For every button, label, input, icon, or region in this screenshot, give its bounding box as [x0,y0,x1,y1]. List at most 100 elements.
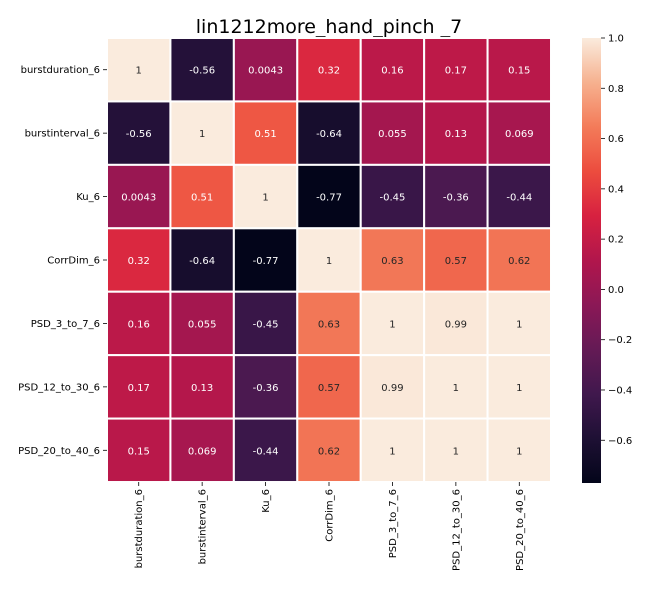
colorbar-tick-label: 0.2 [608,235,624,246]
heatmap-cell [359,417,426,484]
heatmap-cell [232,163,299,230]
cell-value-label: 0.15 [128,446,150,457]
cell-value-label: 0.069 [188,446,217,457]
heatmap-cell [486,163,553,230]
cell-value-label: 1 [326,256,332,267]
cell-value-label: 1 [453,446,459,457]
cell-value-label: -0.44 [506,193,532,204]
cell-value-label: 1 [389,319,395,330]
row-tick-label: Ku_6 [76,192,100,203]
cell-value-label: -0.44 [253,446,279,457]
heatmap-cell [423,37,489,103]
row-tick-label: burstduration_6 [21,65,100,76]
cell-value-label: 0.62 [508,256,530,267]
cell-value-label: 1 [262,193,268,204]
heatmap-cell [169,37,235,103]
heatmap-cell [106,290,172,357]
heatmap-cell [232,100,299,166]
cell-value-label: 0.15 [508,66,530,77]
cell-value-label: 0.0043 [121,193,156,204]
column-tick-label: PSD_3_to_7_6 [388,489,399,558]
row-tick-label: burstinterval_6 [25,129,100,140]
cell-value-label: 0.17 [445,66,467,77]
heatmap-cell [232,290,299,357]
heatmap-cell [423,227,489,293]
heatmap-cell [169,227,235,293]
cell-value-label: -0.64 [316,129,342,140]
colorbar-tick-label: 0.4 [608,184,624,195]
cell-value-label: 0.13 [191,383,213,394]
row-tick-label: PSD_12_to_30_6 [18,382,100,393]
cell-value-label: -0.77 [316,193,342,204]
cell-value-label: -0.56 [189,66,215,77]
cell-value-label: 0.51 [191,193,213,204]
heatmap-cell [423,163,489,230]
cell-value-label: 0.0043 [248,66,283,77]
colorbar-tick-label: 0.0 [608,285,624,296]
cell-value-label: 0.99 [381,383,403,394]
heatmap-cell [486,100,553,166]
cell-value-label: 0.32 [318,66,340,77]
row-tick-label: PSD_20_to_40_6 [18,446,100,457]
colorbar-tick-label: 0.8 [608,84,624,95]
column-tick-label: PSD_20_to_40_6 [515,489,526,571]
heatmap-cell [359,100,426,166]
colorbar-tick-label: 0.6 [608,134,624,145]
chart-title: lin1212more_hand_pinch _7 [196,16,462,38]
column-tick-labels: burstduration_6 burstinterval_6 Ku_6 CorrDi… [134,482,526,571]
cell-value-label: 1 [516,319,522,330]
colorbar-tick-label: −0.4 [608,385,632,396]
cell-value-label: -0.45 [379,193,405,204]
heatmap-cell [232,417,299,484]
colorbar-tick-label: 1.0 [608,34,624,45]
cell-value-label: 0.32 [128,256,150,267]
heatmap-cell [296,417,362,484]
cell-value-label: 1 [199,129,205,140]
cell-value-label: 1 [389,446,395,457]
cell-value-label: 1 [136,66,142,77]
heatmap-cell [486,354,553,420]
cell-value-label: 0.16 [128,319,150,330]
column-tick-label: burstinterval_6 [198,489,209,564]
cell-value-label: 0.99 [445,319,467,330]
cell-value-label: -0.56 [126,129,152,140]
cell-value-label: 1 [516,383,522,394]
cell-value-label: -0.45 [253,319,279,330]
row-tick-label: CorrDim_6 [47,256,100,267]
cell-value-label: -0.36 [253,383,279,394]
cell-value-label: 0.63 [381,256,403,267]
cell-value-label: 0.17 [128,383,150,394]
cell-value-label: 0.16 [381,66,403,77]
cell-value-label: 0.055 [188,319,217,330]
cell-value-label: 0.57 [318,383,340,394]
heatmap-cell [169,163,235,230]
cell-value-label: 1 [453,383,459,394]
cell-value-label: 0.069 [505,129,534,140]
colorbar-gradient [582,38,601,483]
heatmap-cell [486,417,553,484]
column-tick-label: burstduration_6 [134,489,145,568]
heatmap-cell [106,227,172,293]
cell-value-label: 0.055 [378,129,407,140]
cell-value-label: 0.57 [445,256,467,267]
heatmap-cell [169,354,235,420]
column-tick-label: PSD_12_to_30_6 [451,489,462,571]
colorbar-tick-label: −0.2 [608,335,632,346]
heatmap-cells: 1 -0.56 0.0043 0.32 0.16 0.17 0.15 -0.56 1 0.51 -0… [106,37,553,484]
colorbar-tick-label: −0.6 [608,436,632,447]
colorbar: 1.0 0.8 0.6 0.4 0.2 0.0 −0.2 −0.4 −0.6 [582,34,632,483]
row-tick-label: PSD_3_to_7_6 [31,319,100,330]
cell-value-label: 1 [516,446,522,457]
column-tick-label: Ku_6 [261,489,272,513]
heatmap-cell [359,163,426,230]
cell-value-label: 0.51 [254,129,276,140]
column-tick-label: CorrDim_6 [325,489,336,542]
cell-value-label: -0.77 [253,256,279,267]
cell-value-label: -0.64 [189,256,215,267]
cell-value-label: -0.36 [443,193,469,204]
cell-value-label: 0.13 [445,129,467,140]
heatmap-cell [423,417,489,484]
row-tick-labels: burstduration_6 burstinterval_6 Ku_6 CorrDi… [18,65,107,457]
heatmap-cell [106,354,172,420]
